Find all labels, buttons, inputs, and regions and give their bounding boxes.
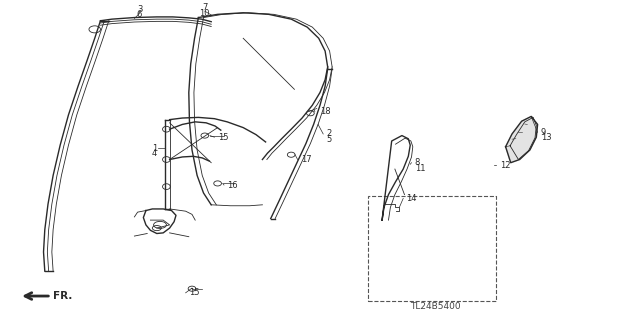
- Text: 14: 14: [406, 194, 417, 203]
- Text: 3: 3: [137, 5, 142, 14]
- Text: 2: 2: [326, 130, 332, 138]
- Text: 8: 8: [415, 158, 420, 167]
- Text: 6: 6: [137, 11, 142, 19]
- Text: 17: 17: [301, 155, 312, 164]
- Text: 13: 13: [541, 133, 552, 142]
- Text: 12: 12: [500, 161, 511, 170]
- Text: FR.: FR.: [53, 291, 72, 301]
- Text: 5: 5: [326, 135, 332, 144]
- Text: 15: 15: [218, 133, 228, 142]
- Text: 15: 15: [189, 288, 199, 297]
- Text: 9: 9: [541, 128, 546, 137]
- Text: 16: 16: [227, 181, 238, 189]
- Text: 18: 18: [320, 107, 331, 116]
- Text: TL24B5400: TL24B5400: [410, 302, 461, 311]
- Polygon shape: [506, 116, 538, 163]
- Text: 7: 7: [202, 4, 207, 12]
- Text: 10: 10: [200, 9, 210, 18]
- Text: 1: 1: [152, 144, 157, 153]
- Text: 11: 11: [415, 164, 425, 173]
- Bar: [368, 196, 496, 301]
- Text: 4: 4: [152, 149, 157, 158]
